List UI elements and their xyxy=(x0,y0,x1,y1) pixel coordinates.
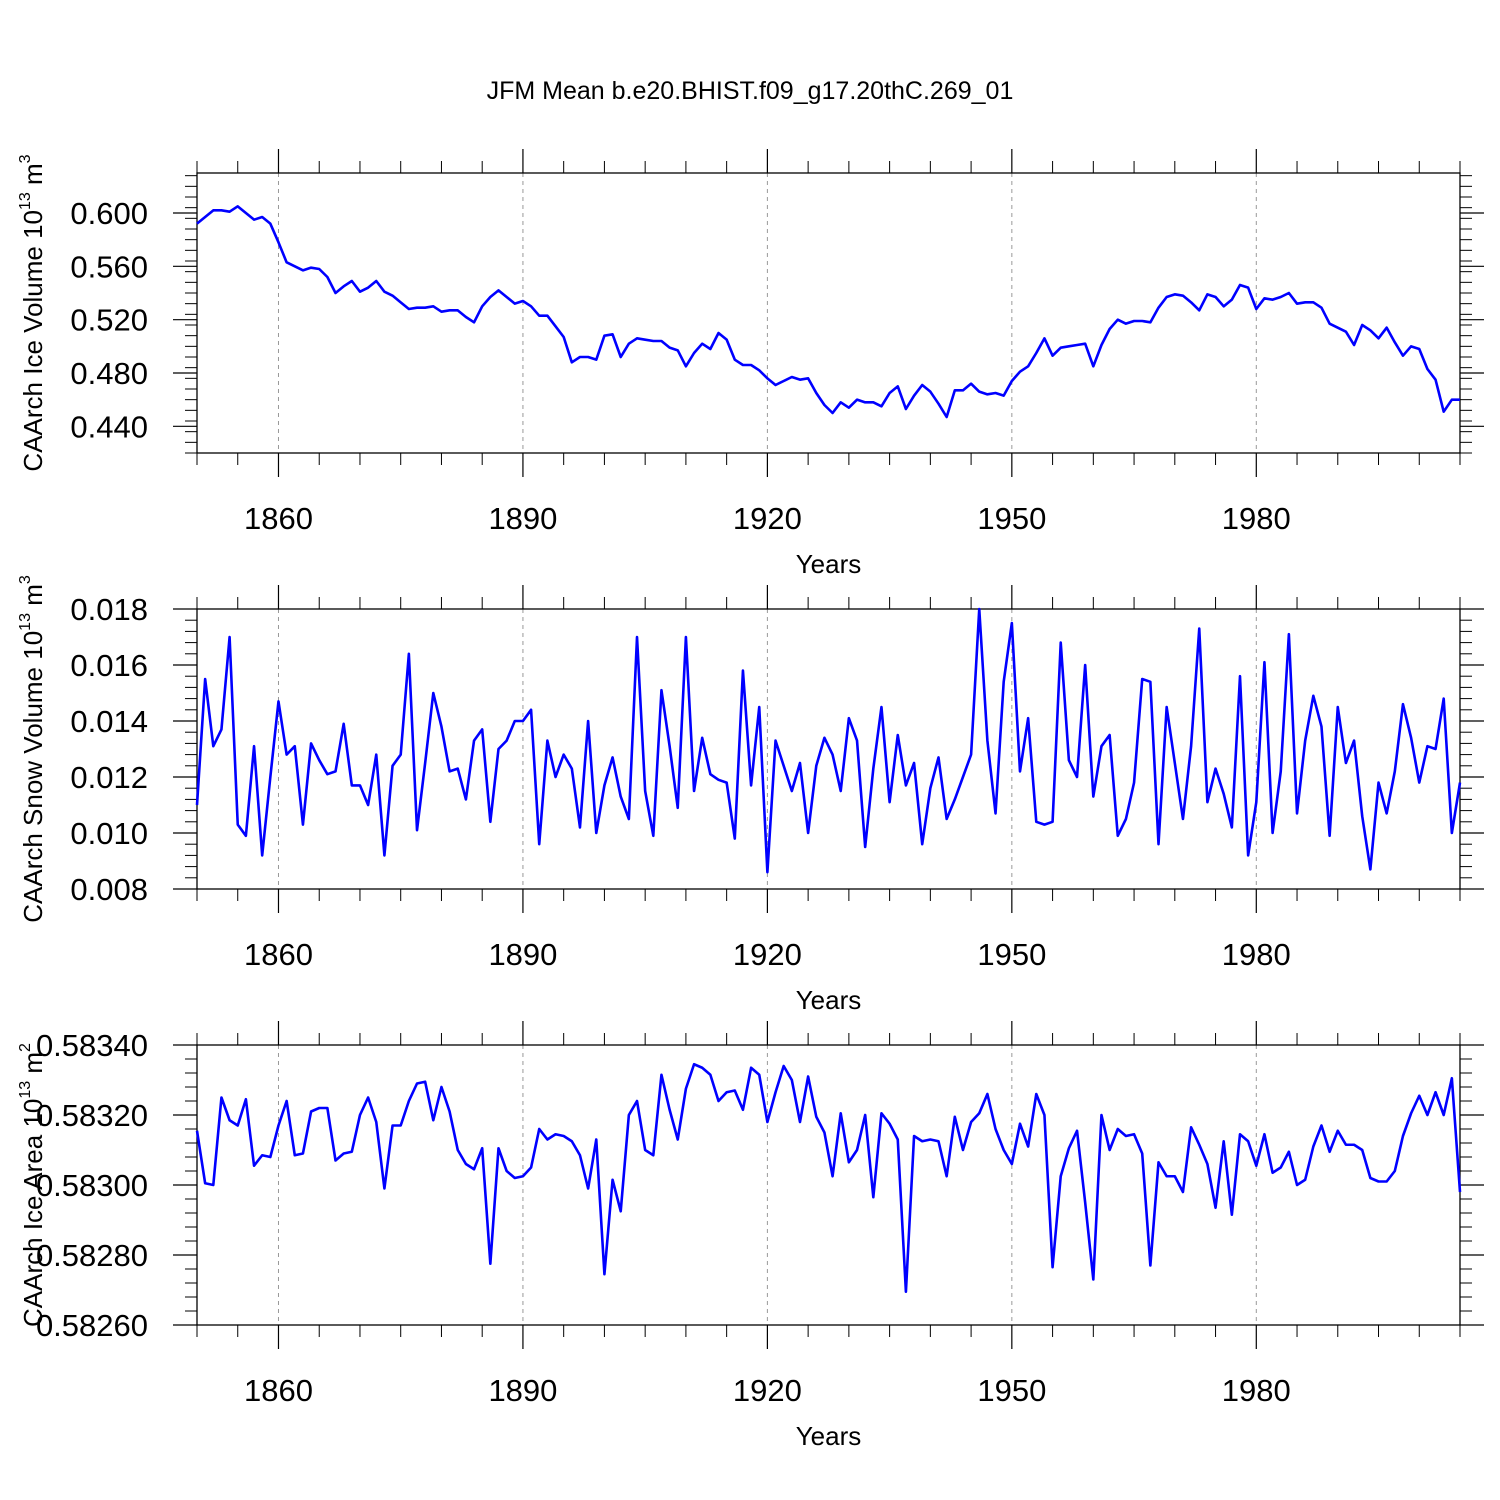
y-tick-label: 0.58320 xyxy=(36,1098,148,1133)
x-tick-label: 1950 xyxy=(977,501,1046,536)
y-tick-label: 0.520 xyxy=(70,303,148,338)
x-tick-label: 1980 xyxy=(1222,501,1291,536)
x-tick-label: 1920 xyxy=(733,1373,802,1408)
x-tick-label: 1890 xyxy=(488,501,557,536)
panel-2: 1860 1890 1920 1950 1980 0.008 0.010 0.012 0.014… xyxy=(17,575,1484,1015)
panels: 1860 1890 1920 1950 1980 0.440 0.480 0.520 0.560… xyxy=(17,149,1484,1451)
x-tick-label: 1950 xyxy=(977,937,1046,972)
y-tick-label: 0.440 xyxy=(70,409,148,444)
y-tick-label: 0.008 xyxy=(70,872,148,907)
y-tick-label: 0.018 xyxy=(70,592,148,627)
y-tick-label: 0.58280 xyxy=(36,1238,148,1273)
x-tick-label: 1920 xyxy=(733,501,802,536)
x-tick-label: 1980 xyxy=(1222,937,1291,972)
plot-frame xyxy=(196,608,1461,890)
y-axis-label: CAArch Snow Volume 1013 m3 xyxy=(17,575,48,923)
y-axis-label: CAArch Ice Area 1013 m2 xyxy=(17,1043,48,1327)
y-tick-label: 0.014 xyxy=(70,704,148,739)
x-tick-label: 1920 xyxy=(733,937,802,972)
x-tick-label: 1860 xyxy=(244,937,313,972)
x-axis-label: Years xyxy=(796,985,862,1015)
y-tick-label: 0.58340 xyxy=(36,1028,148,1063)
plot-frame xyxy=(196,172,1461,454)
y-tick-label: 0.012 xyxy=(70,760,148,795)
series-line xyxy=(195,1062,1462,1294)
x-axis-label: Years xyxy=(796,1421,862,1451)
series-line xyxy=(195,607,1462,874)
x-tick-label: 1890 xyxy=(488,937,557,972)
x-tick-label: 1890 xyxy=(488,1373,557,1408)
x-tick-label: 1980 xyxy=(1222,1373,1291,1408)
chart-title: JFM Mean b.e20.BHIST.f09_g17.20thC.269_0… xyxy=(487,77,1014,105)
x-axis-label: Years xyxy=(796,549,862,579)
y-tick-label: 0.010 xyxy=(70,816,148,851)
x-tick-label: 1860 xyxy=(244,501,313,536)
x-tick-label: 1950 xyxy=(977,1373,1046,1408)
y-tick-label: 0.560 xyxy=(70,249,148,284)
y-axis-label: CAArch Ice Volume 1013 m3 xyxy=(17,154,48,471)
panel-1: 1860 1890 1920 1950 1980 0.440 0.480 0.520 0.560… xyxy=(17,149,1484,579)
panel-3: 1860 1890 1920 1950 1980 0.58260 0.58280 0.5830… xyxy=(17,1021,1484,1451)
y-tick-label: 0.016 xyxy=(70,648,148,683)
series-line xyxy=(196,205,1460,419)
y-tick-label: 0.58300 xyxy=(36,1168,148,1203)
x-tick-label: 1860 xyxy=(244,1373,313,1408)
y-tick-label: 0.480 xyxy=(70,356,148,391)
y-tick-label: 0.600 xyxy=(70,196,148,231)
y-tick-label: 0.58260 xyxy=(36,1308,148,1343)
